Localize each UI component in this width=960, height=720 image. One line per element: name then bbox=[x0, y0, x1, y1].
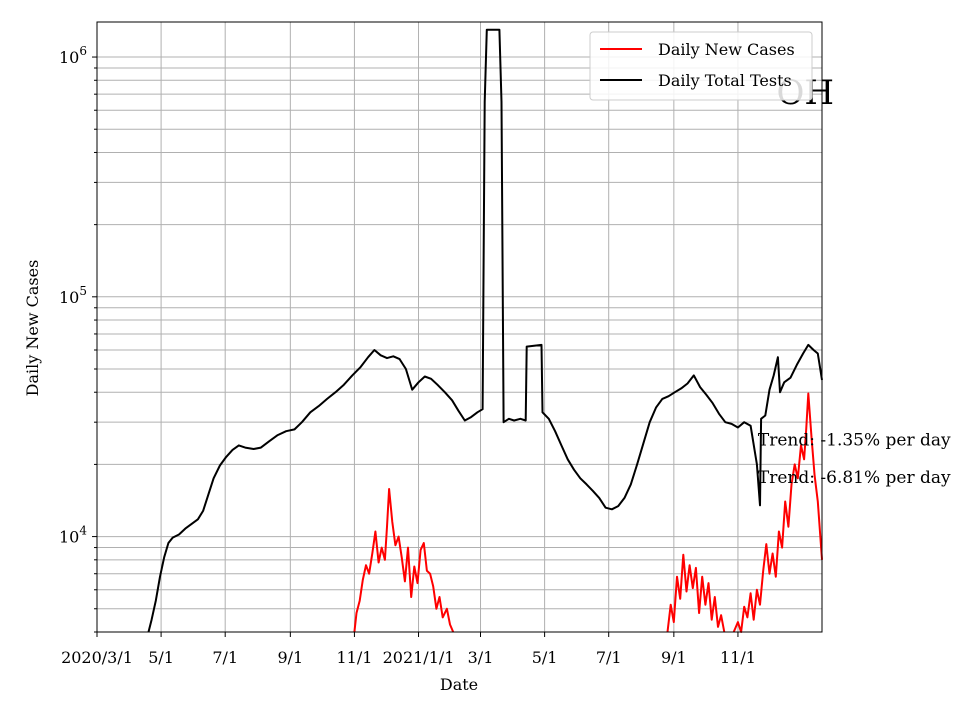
x-tick-label: 9/1 bbox=[661, 648, 687, 667]
series-line-daily-new-cases bbox=[353, 488, 455, 633]
x-axis-title: Date bbox=[440, 675, 478, 694]
series-line-daily-total-tests bbox=[147, 28, 823, 633]
y-tick-label: 105 bbox=[59, 284, 87, 307]
y-tick-label: 106 bbox=[59, 44, 87, 67]
y-axis-title: Daily New Cases bbox=[23, 260, 42, 397]
legend-frame bbox=[589, 31, 813, 101]
x-tick-label: 2020/3/1 bbox=[61, 648, 133, 667]
x-tick-label: 11/1 bbox=[336, 648, 372, 667]
legend-label-daily-total-tests: Daily Total Tests bbox=[658, 71, 792, 90]
plot-frame bbox=[96, 21, 823, 633]
x-tick-label: 11/1 bbox=[720, 648, 756, 667]
x-tick-label: 5/1 bbox=[148, 648, 174, 667]
trend-annotation: Trend: -1.35% per day bbox=[758, 430, 951, 450]
series-line-daily-new-cases bbox=[666, 553, 726, 633]
legend-label-daily-new-cases: Daily New Cases bbox=[658, 40, 795, 59]
y-tick-label: 104 bbox=[59, 524, 87, 547]
x-tick-label: 7/1 bbox=[212, 648, 238, 667]
ticks: 2020/3/1 5/1 7/1 9/1 11/1 2021/1/1 3/1 5/1 7/1 9/… bbox=[59, 44, 756, 667]
legend: Daily New Cases Daily Total Tests bbox=[589, 31, 813, 101]
trend-annotation: Trend: -6.81% per day bbox=[758, 468, 951, 488]
x-tick-label: 7/1 bbox=[596, 648, 622, 667]
x-tick-label: 2021/1/1 bbox=[383, 648, 455, 667]
x-tick-label: 5/1 bbox=[532, 648, 558, 667]
x-tick-label: 9/1 bbox=[277, 648, 303, 667]
series-line-daily-new-cases bbox=[732, 392, 823, 633]
axes bbox=[96, 21, 823, 633]
series-layer bbox=[147, 28, 823, 633]
x-tick-label: 3/1 bbox=[468, 648, 494, 667]
annotations: Trend: -1.35% per day Trend: -6.81% per d… bbox=[758, 430, 951, 488]
